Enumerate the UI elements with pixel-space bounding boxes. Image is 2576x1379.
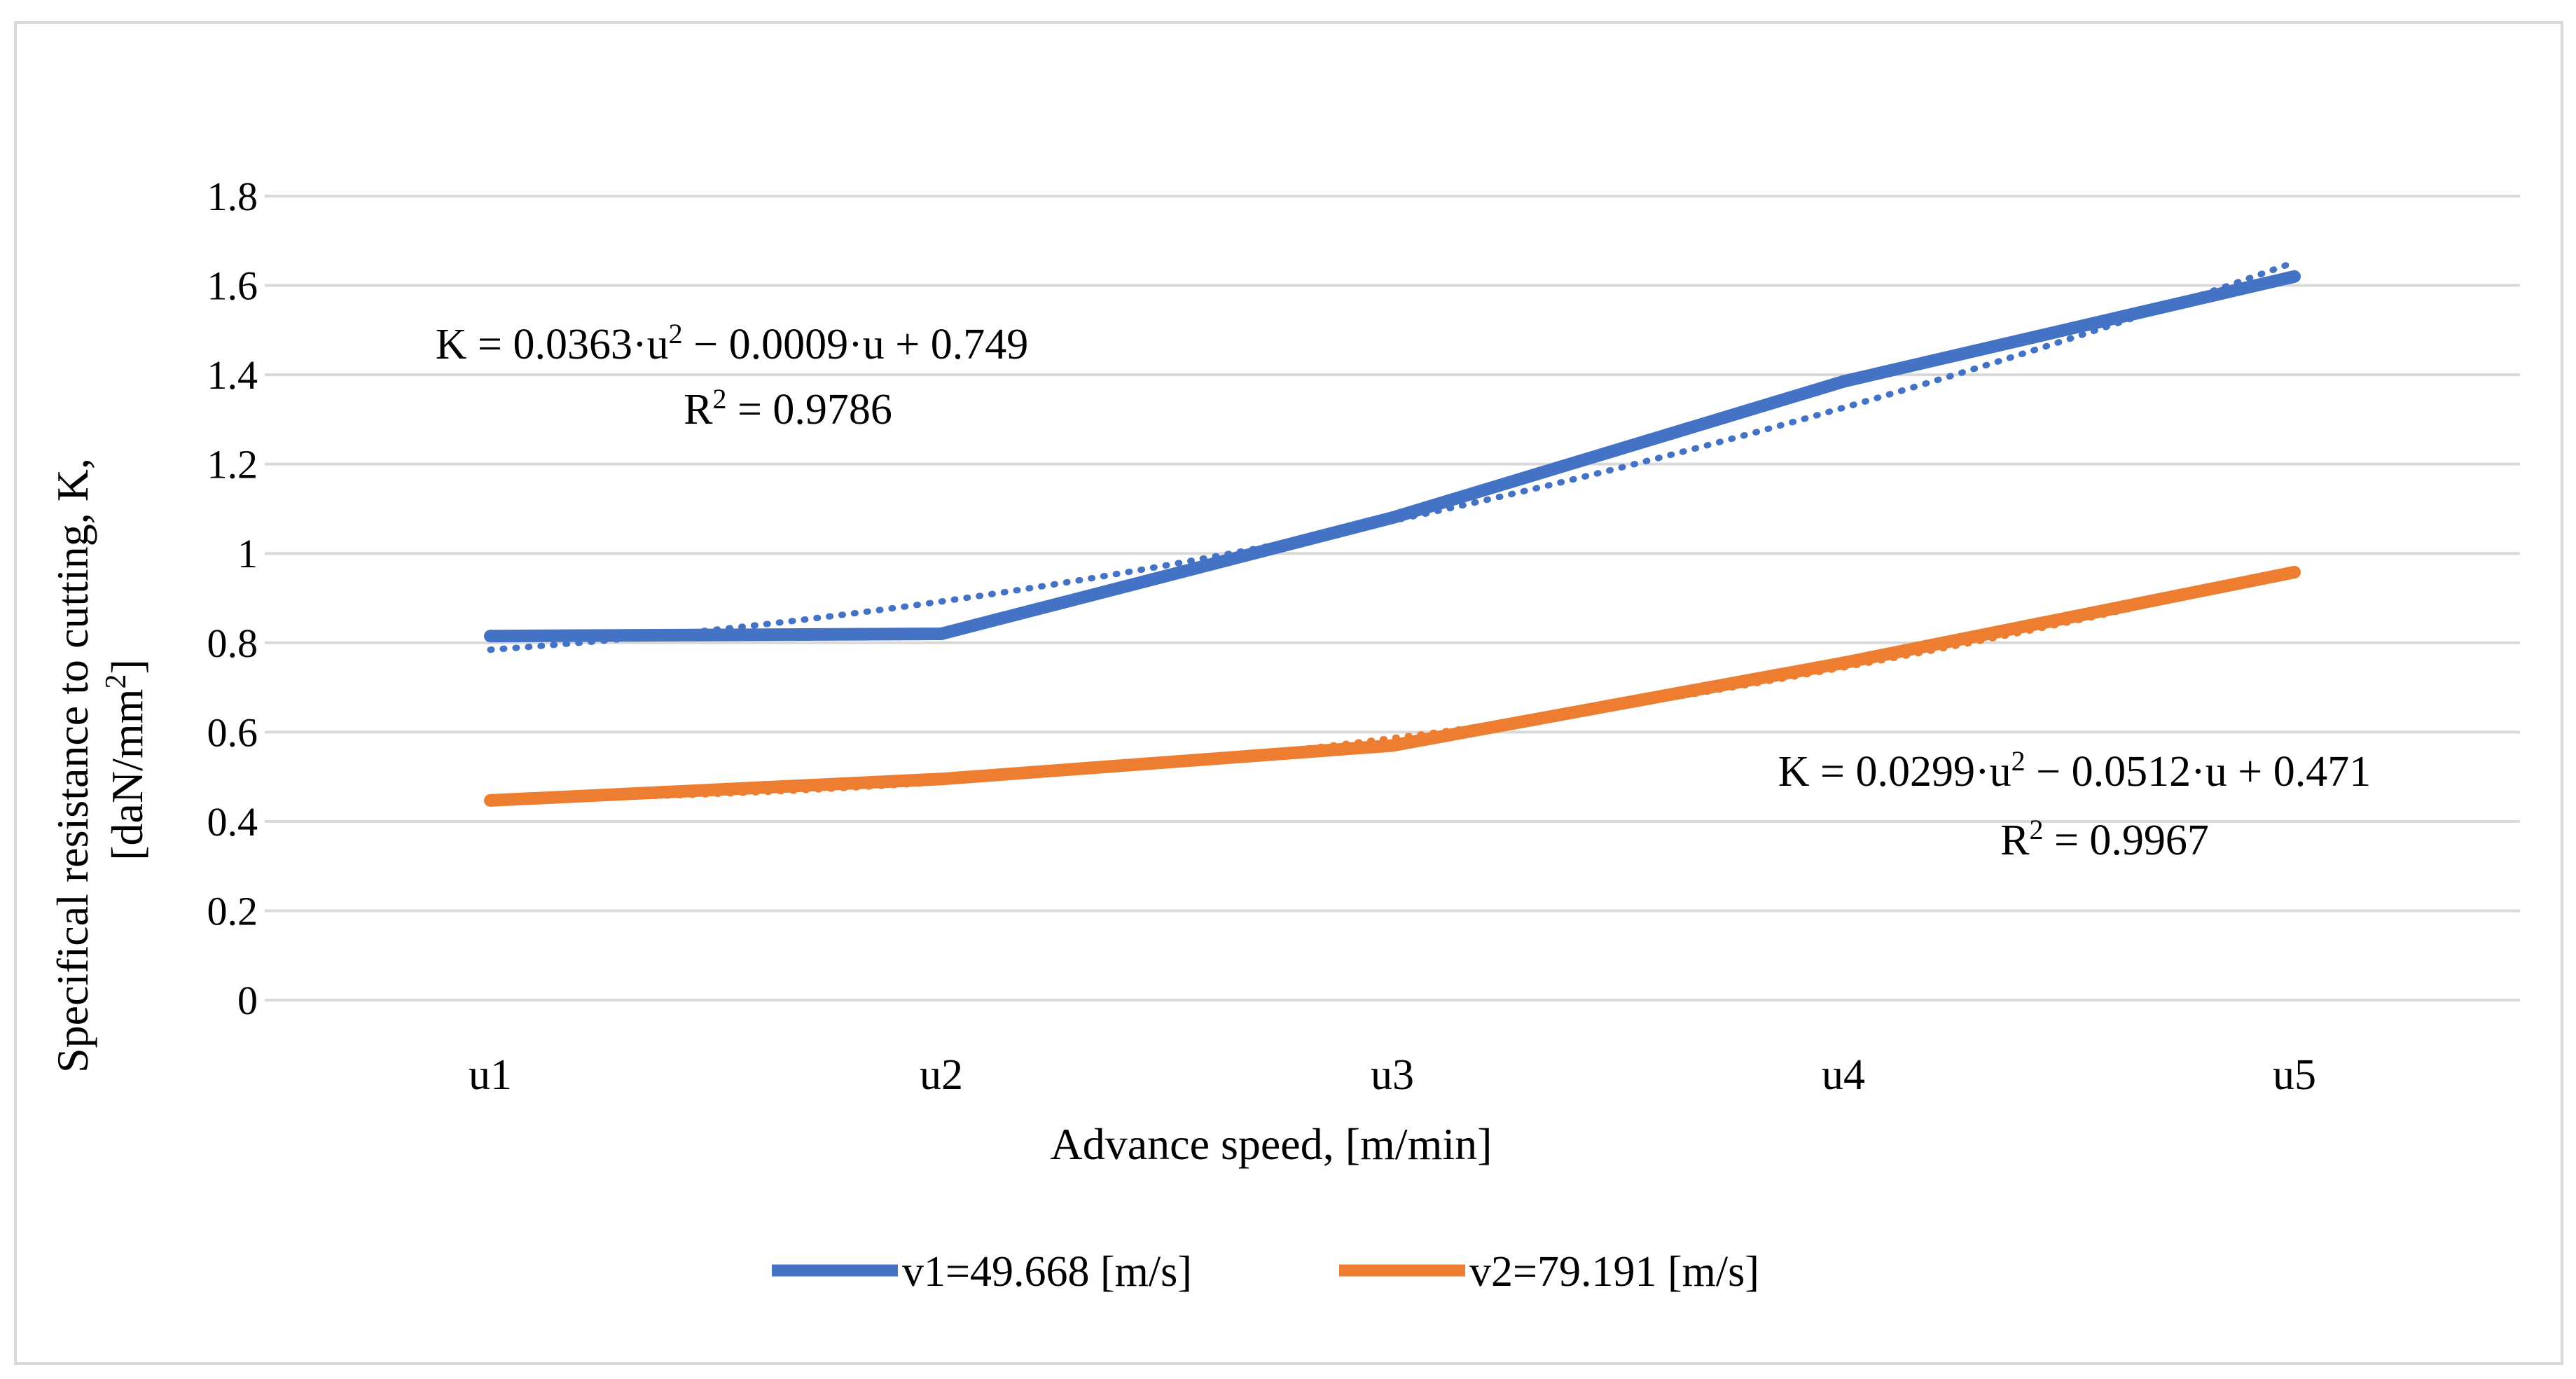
trendline-equation-v1: K = 0.0363·u2 − 0.0009·u + 0.749 bbox=[436, 318, 1028, 368]
x-axis-ticks: u1 u2 u3 u4 u5 bbox=[469, 1051, 2316, 1099]
y-tick-label: 0.4 bbox=[207, 799, 258, 845]
y-tick-label: 1.8 bbox=[207, 174, 258, 219]
gridlines bbox=[265, 195, 2520, 1002]
y-axis-ticks: 0 0.2 0.4 0.6 0.8 1 1.2 1.4 1.6 1.8 bbox=[207, 174, 258, 1023]
series-lines bbox=[484, 270, 2301, 807]
y-axis-label: Specifical resistance to cutting, K, [da… bbox=[48, 447, 152, 1073]
trendline-r2-v2: R2 = 0.9967 bbox=[2000, 814, 2209, 864]
y-axis-label-line1: Specifical resistance to cutting, K, bbox=[48, 458, 97, 1073]
data-point-v1 bbox=[1837, 375, 1850, 388]
y-tick-label: 1 bbox=[237, 531, 258, 576]
x-tick-label: u3 bbox=[1371, 1051, 1414, 1099]
data-point-v1 bbox=[2288, 270, 2301, 283]
x-tick-label: u4 bbox=[1822, 1051, 1865, 1099]
data-point-v2 bbox=[1386, 739, 1399, 752]
y-axis-label-line2: [daN/mm2] bbox=[100, 659, 152, 861]
y-tick-label: 0.8 bbox=[207, 621, 258, 666]
trendline-equation-v2: K = 0.0299·u2 − 0.0512·u + 0.471 bbox=[1778, 745, 2371, 796]
y-tick-label: 1.2 bbox=[207, 442, 258, 487]
y-tick-label: 0 bbox=[237, 978, 258, 1023]
data-point-v1 bbox=[935, 628, 948, 641]
x-tick-label: u5 bbox=[2273, 1051, 2316, 1099]
trendline-r2-v1: R2 = 0.9786 bbox=[684, 383, 892, 434]
data-point-v2 bbox=[935, 772, 948, 786]
x-tick-label: u1 bbox=[469, 1051, 512, 1099]
legend-label-v1: v1=49.668 [m/s] bbox=[902, 1248, 1192, 1296]
legend-label-v2: v2=79.191 [m/s] bbox=[1469, 1248, 1759, 1296]
y-tick-label: 1.6 bbox=[207, 263, 258, 309]
legend: v1=49.668 [m/s] v2=79.191 [m/s] bbox=[772, 1248, 1759, 1296]
x-axis-label: Advance speed, [m/min] bbox=[1051, 1119, 1493, 1169]
data-point-v2 bbox=[1837, 656, 1850, 670]
data-point-v1 bbox=[1386, 511, 1399, 525]
data-point-v2 bbox=[484, 794, 497, 807]
data-point-v2 bbox=[2288, 566, 2301, 579]
x-tick-label: u2 bbox=[920, 1051, 963, 1099]
y-tick-label: 0.2 bbox=[207, 888, 258, 934]
data-point-v1 bbox=[484, 630, 497, 643]
y-tick-label: 0.6 bbox=[207, 709, 258, 755]
chart-frame bbox=[14, 21, 2563, 1365]
y-tick-label: 1.4 bbox=[207, 352, 258, 398]
